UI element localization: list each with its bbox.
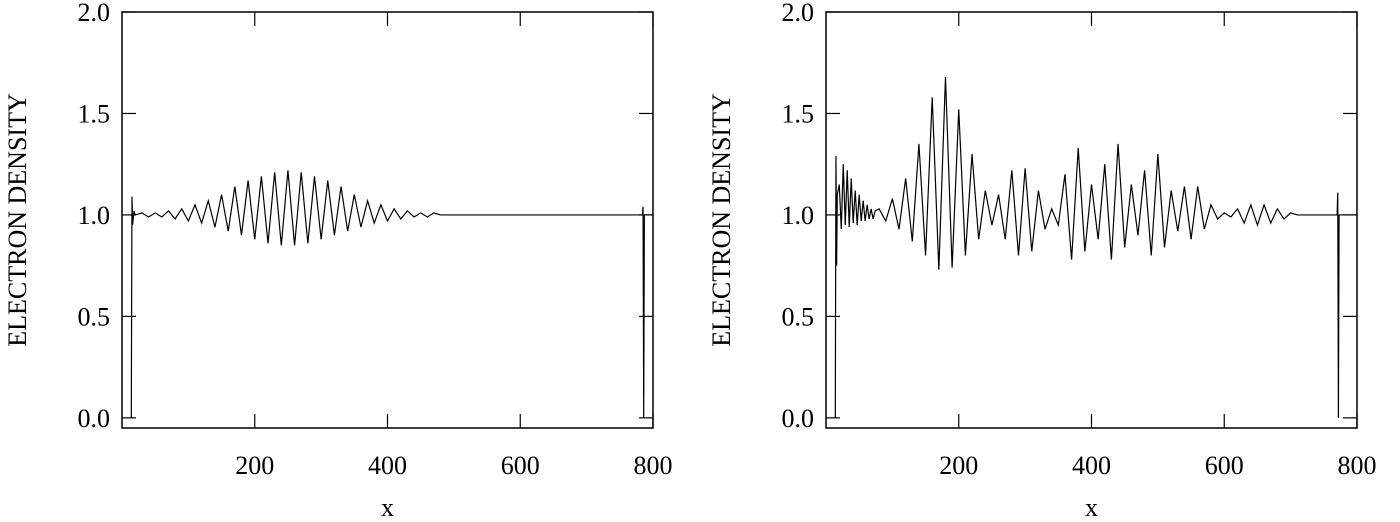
x-axis-label: x	[1085, 493, 1098, 522]
y-tick-label: 2.0	[782, 0, 815, 27]
x-axis-label: x	[381, 493, 394, 522]
x-tick-label: 600	[1205, 451, 1244, 480]
y-axis-label: ELECTRON DENSITY	[707, 93, 736, 347]
x-tick-label: 600	[501, 451, 540, 480]
y-tick-label: 1.5	[782, 99, 815, 128]
plot-frame	[825, 11, 1358, 429]
density-line	[834, 76, 1357, 418]
y-tick-label: 1.5	[78, 99, 111, 128]
density-line	[130, 170, 653, 418]
y-axis-label: ELECTRON DENSITY	[3, 93, 32, 347]
y-tick-label: 0.0	[78, 404, 111, 433]
x-tick-label: 800	[1338, 451, 1377, 480]
x-tick-label: 200	[939, 451, 978, 480]
y-tick-label: 1.0	[78, 201, 111, 230]
x-tick-label: 200	[235, 451, 274, 480]
y-tick-label: 0.5	[782, 302, 815, 331]
x-tick-label: 400	[1072, 451, 1111, 480]
y-tick-label: 2.0	[78, 0, 111, 27]
y-tick-label: 0.0	[782, 404, 815, 433]
x-tick-label: 400	[368, 451, 407, 480]
x-tick-label: 800	[634, 451, 673, 480]
y-tick-label: 1.0	[782, 201, 815, 230]
y-tick-label: 0.5	[78, 302, 111, 331]
